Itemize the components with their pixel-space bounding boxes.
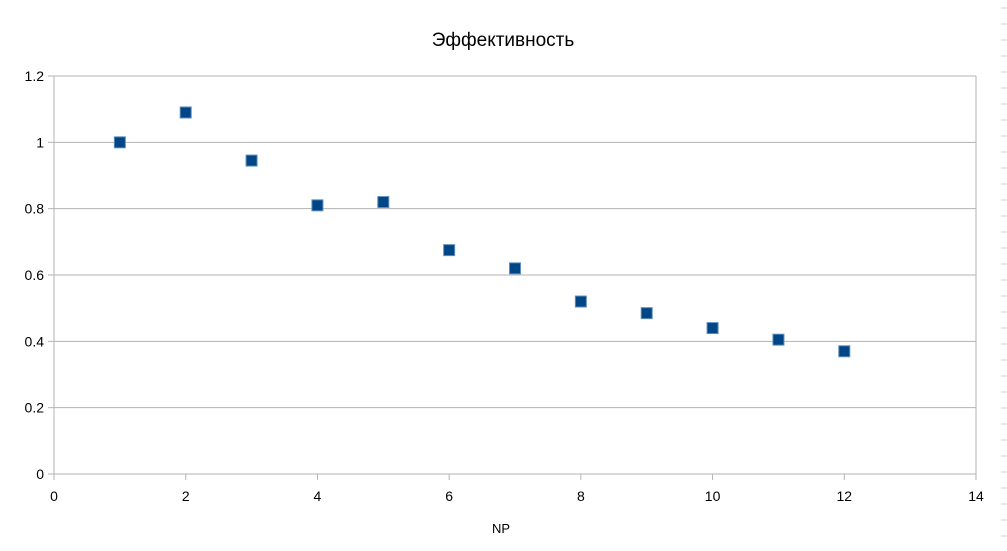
data-point <box>706 322 719 335</box>
y-tick-label: 1.2 <box>25 68 45 84</box>
y-tick-label: 0.6 <box>25 267 45 283</box>
x-tick-label: 2 <box>182 488 190 504</box>
data-point <box>509 262 521 275</box>
y-tick-labels: 0 0.2 0.4 0.6 0.8 1 1.2 <box>25 68 45 482</box>
data-point <box>443 244 456 257</box>
data-point <box>640 307 653 320</box>
y-tick-label: 0.2 <box>25 400 45 416</box>
y-tick-label: 0 <box>36 466 44 482</box>
data-point <box>574 295 587 308</box>
data-points <box>113 106 851 358</box>
x-axis-label: NP <box>492 521 510 536</box>
y-tick-label: 1 <box>36 134 44 150</box>
data-point <box>772 333 785 346</box>
y-tick-label: 0.8 <box>25 201 45 217</box>
data-point <box>311 199 324 212</box>
axes <box>48 75 977 480</box>
right-edge-dashes <box>1001 7 1007 537</box>
data-point <box>838 345 851 358</box>
grid-lines <box>54 75 976 409</box>
data-point <box>377 196 390 209</box>
x-tick-label: 4 <box>314 488 322 504</box>
x-tick-label: 0 <box>50 488 58 504</box>
x-tick-label: 8 <box>577 488 585 504</box>
data-point <box>179 106 192 119</box>
x-tick-labels: 0 2 4 6 8 10 12 14 <box>50 488 984 504</box>
x-tick-label: 12 <box>836 488 852 504</box>
x-tick-label: 10 <box>705 488 721 504</box>
data-point <box>113 136 126 149</box>
data-point <box>245 154 258 167</box>
x-tick-label: 14 <box>968 488 984 504</box>
y-tick-label: 0.4 <box>25 333 45 349</box>
chart-title: Эффективность <box>432 30 575 51</box>
x-tick-label: 6 <box>445 488 453 504</box>
